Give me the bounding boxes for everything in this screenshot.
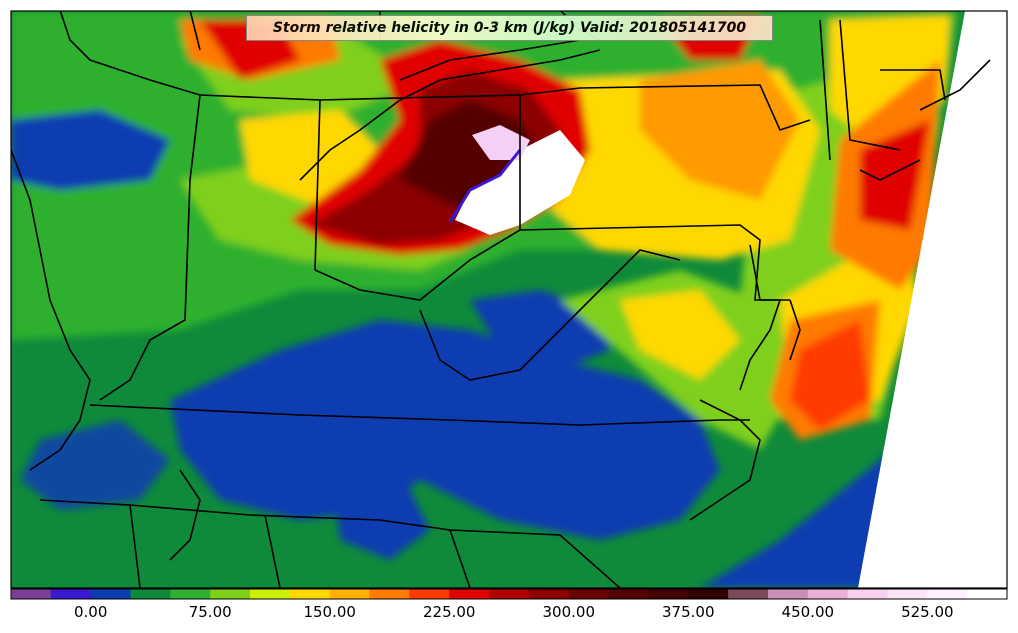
colorbar-swatch <box>967 589 1008 599</box>
colorbar-swatch <box>409 589 450 599</box>
colorbar-swatch <box>648 589 689 599</box>
colorbar-tick-label: 450.00 <box>781 603 835 621</box>
colorbar-swatch <box>528 589 570 599</box>
colorbar-tick-label: 0.00 <box>73 603 108 621</box>
colorbar-swatch <box>608 589 649 599</box>
colorbar <box>11 589 1008 599</box>
state-boundaries <box>11 11 991 588</box>
colorbar-swatch <box>568 589 610 599</box>
colorbar-swatch <box>90 589 132 599</box>
colorbar-swatch <box>688 589 729 599</box>
colorbar-swatch <box>130 589 171 599</box>
colorbar-tick-label: 150.00 <box>303 603 356 621</box>
colorbar-swatch <box>728 589 769 599</box>
colorbar-tick-label: 525.00 <box>901 603 954 621</box>
colorbar-tick-label: 300.00 <box>542 603 596 621</box>
colorbar-swatch <box>807 589 849 599</box>
colorbar-swatch <box>369 589 410 599</box>
colorbar-frame <box>10 588 1008 600</box>
helicity-field <box>11 11 1007 588</box>
colorbar-swatch <box>767 589 809 599</box>
map-frame <box>10 10 1008 589</box>
colorbar-swatch <box>329 589 371 599</box>
colorbar-tick-label: 375.00 <box>662 603 715 621</box>
colorbar-swatch <box>887 589 928 599</box>
colorbar-swatch <box>210 589 251 599</box>
colorbar-swatch <box>289 589 331 599</box>
colorbar-swatch <box>847 589 888 599</box>
colorbar-swatch <box>170 589 211 599</box>
colorbar-tick-label: 75.00 <box>188 603 232 621</box>
colorbar-swatch <box>250 589 291 599</box>
map-title: Storm relative helicity in 0-3 km (J/kg)… <box>246 15 773 41</box>
colorbar-swatch <box>927 589 968 599</box>
colorbar-swatch <box>11 589 52 599</box>
colorbar-tick-label: 225.00 <box>422 603 476 621</box>
colorbar-swatch <box>449 589 490 599</box>
colorbar-swatch <box>50 589 92 599</box>
colorbar-swatch <box>489 589 530 599</box>
